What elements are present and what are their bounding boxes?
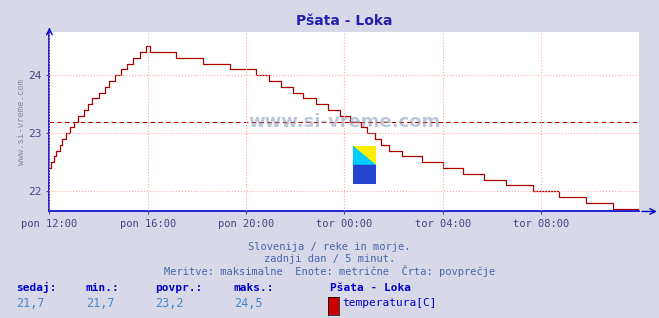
Polygon shape	[353, 165, 376, 184]
Text: 24,5: 24,5	[234, 297, 262, 310]
Polygon shape	[353, 146, 376, 165]
Text: min.:: min.:	[86, 283, 119, 293]
Text: 23,2: 23,2	[155, 297, 183, 310]
Text: 21,7: 21,7	[16, 297, 45, 310]
Text: zadnji dan / 5 minut.: zadnji dan / 5 minut.	[264, 254, 395, 264]
Polygon shape	[353, 146, 376, 165]
Text: temperatura[C]: temperatura[C]	[343, 298, 437, 308]
Text: www.si-vreme.com: www.si-vreme.com	[248, 113, 440, 131]
Text: 21,7: 21,7	[86, 297, 114, 310]
Y-axis label: www.si-vreme.com: www.si-vreme.com	[16, 79, 26, 165]
Text: Meritve: maksimalne  Enote: metrične  Črta: povprečje: Meritve: maksimalne Enote: metrične Črta…	[164, 265, 495, 277]
Text: Slovenija / reke in morje.: Slovenija / reke in morje.	[248, 242, 411, 252]
Text: Pšata - Loka: Pšata - Loka	[330, 283, 411, 293]
Text: maks.:: maks.:	[234, 283, 274, 293]
Text: sedaj:: sedaj:	[16, 282, 57, 293]
Text: povpr.:: povpr.:	[155, 283, 202, 293]
Title: Pšata - Loka: Pšata - Loka	[296, 14, 393, 28]
